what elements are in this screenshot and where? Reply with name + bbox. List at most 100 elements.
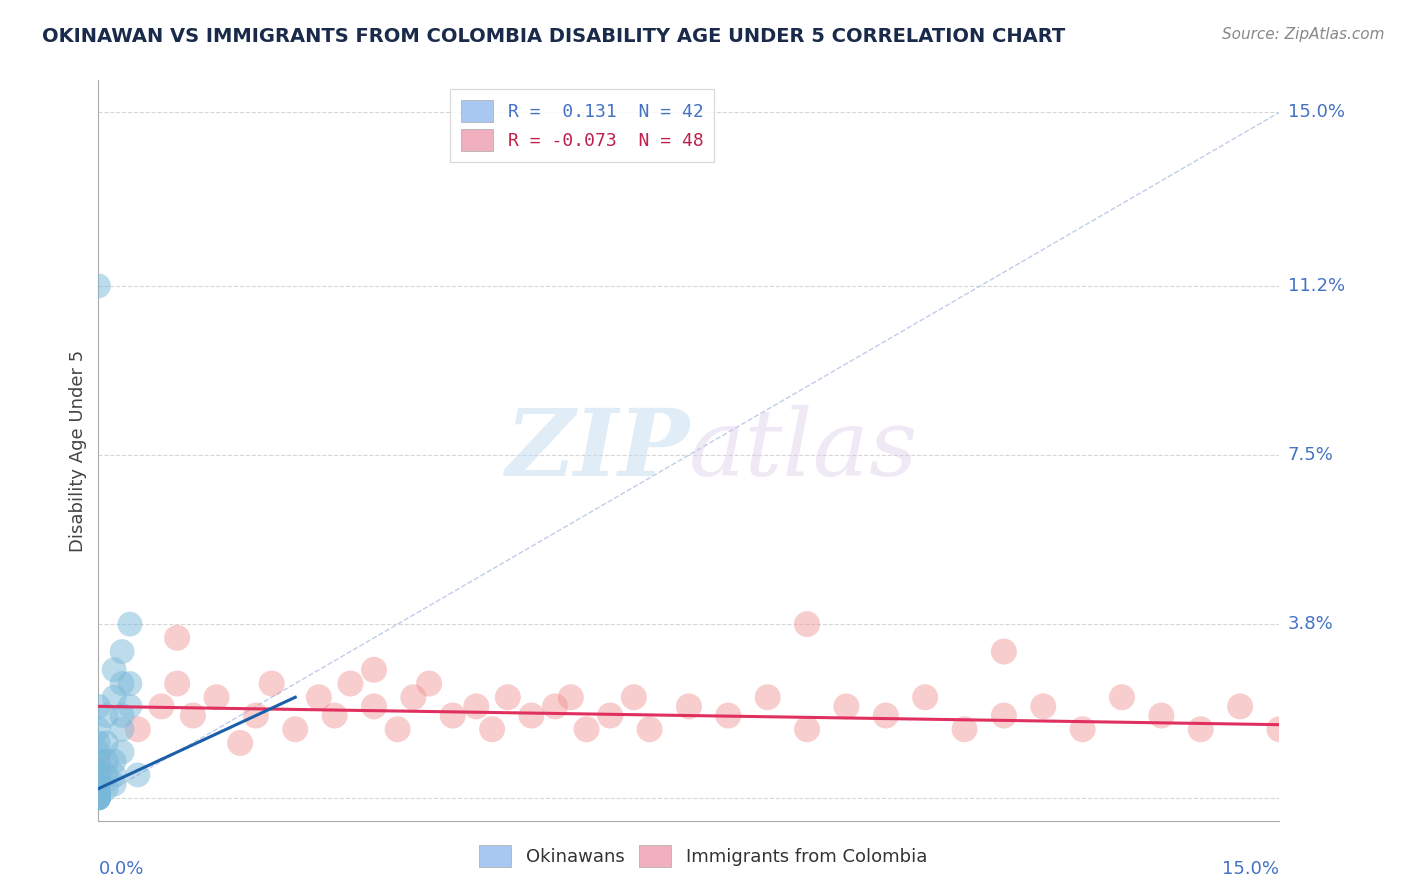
Point — [103, 777, 125, 791]
Y-axis label: Disability Age Under 5: Disability Age Under 5 — [69, 350, 87, 551]
Point — [127, 723, 149, 737]
Point — [96, 754, 118, 768]
Point — [87, 790, 110, 805]
Point — [111, 723, 134, 737]
Text: 15.0%: 15.0% — [1222, 860, 1279, 878]
Point — [166, 676, 188, 690]
Point — [87, 790, 110, 805]
Point — [1229, 699, 1251, 714]
Point — [87, 723, 110, 737]
Point — [308, 690, 330, 705]
Point — [756, 690, 779, 705]
Text: atlas: atlas — [689, 406, 918, 495]
Point — [118, 699, 141, 714]
Point — [103, 768, 125, 782]
Point — [560, 690, 582, 705]
Point — [544, 699, 567, 714]
Point — [96, 781, 118, 796]
Point — [87, 790, 110, 805]
Legend: R =  0.131  N = 42, R = -0.073  N = 48: R = 0.131 N = 42, R = -0.073 N = 48 — [450, 89, 714, 162]
Point — [87, 754, 110, 768]
Point — [229, 736, 252, 750]
Point — [914, 690, 936, 705]
Point — [638, 723, 661, 737]
Point — [678, 699, 700, 714]
Point — [96, 708, 118, 723]
Point — [87, 754, 110, 768]
Point — [111, 676, 134, 690]
Text: 15.0%: 15.0% — [1288, 103, 1344, 121]
Point — [993, 644, 1015, 658]
Point — [245, 708, 267, 723]
Point — [953, 723, 976, 737]
Point — [1189, 723, 1212, 737]
Point — [260, 676, 283, 690]
Point — [87, 772, 110, 787]
Point — [339, 676, 361, 690]
Text: 7.5%: 7.5% — [1288, 446, 1334, 464]
Point — [418, 676, 440, 690]
Point — [127, 768, 149, 782]
Point — [575, 723, 598, 737]
Point — [363, 699, 385, 714]
Point — [118, 617, 141, 632]
Point — [87, 777, 110, 791]
Point — [96, 736, 118, 750]
Text: 11.2%: 11.2% — [1288, 277, 1346, 295]
Point — [111, 644, 134, 658]
Point — [284, 723, 307, 737]
Point — [1268, 723, 1291, 737]
Point — [520, 708, 543, 723]
Point — [87, 781, 110, 796]
Point — [87, 790, 110, 805]
Point — [1150, 708, 1173, 723]
Point — [111, 708, 134, 723]
Point — [1032, 699, 1054, 714]
Point — [875, 708, 897, 723]
Point — [103, 690, 125, 705]
Point — [496, 690, 519, 705]
Point — [481, 723, 503, 737]
Text: 0.0%: 0.0% — [98, 860, 143, 878]
Point — [103, 663, 125, 677]
Text: 3.8%: 3.8% — [1288, 615, 1333, 633]
Point — [87, 790, 110, 805]
Point — [103, 754, 125, 768]
Point — [465, 699, 488, 714]
Point — [96, 768, 118, 782]
Point — [87, 699, 110, 714]
Point — [87, 736, 110, 750]
Point — [387, 723, 409, 737]
Point — [87, 790, 110, 805]
Point — [87, 764, 110, 778]
Point — [1071, 723, 1094, 737]
Point — [111, 745, 134, 759]
Point — [87, 745, 110, 759]
Point — [87, 786, 110, 800]
Point — [1111, 690, 1133, 705]
Point — [717, 708, 740, 723]
Text: Source: ZipAtlas.com: Source: ZipAtlas.com — [1222, 27, 1385, 42]
Point — [87, 790, 110, 805]
Point — [166, 631, 188, 645]
Point — [181, 708, 204, 723]
Point — [796, 617, 818, 632]
Point — [205, 690, 228, 705]
Point — [118, 676, 141, 690]
Point — [87, 781, 110, 796]
Point — [835, 699, 858, 714]
Text: OKINAWAN VS IMMIGRANTS FROM COLOMBIA DISABILITY AGE UNDER 5 CORRELATION CHART: OKINAWAN VS IMMIGRANTS FROM COLOMBIA DIS… — [42, 27, 1066, 45]
Point — [323, 708, 346, 723]
Point — [150, 699, 173, 714]
Point — [87, 790, 110, 805]
Point — [87, 279, 110, 293]
Text: ZIP: ZIP — [505, 406, 689, 495]
Point — [402, 690, 425, 705]
Point — [623, 690, 645, 705]
Point — [993, 708, 1015, 723]
Point — [87, 768, 110, 782]
Point — [441, 708, 464, 723]
Point — [599, 708, 621, 723]
Point — [796, 723, 818, 737]
Point — [363, 663, 385, 677]
